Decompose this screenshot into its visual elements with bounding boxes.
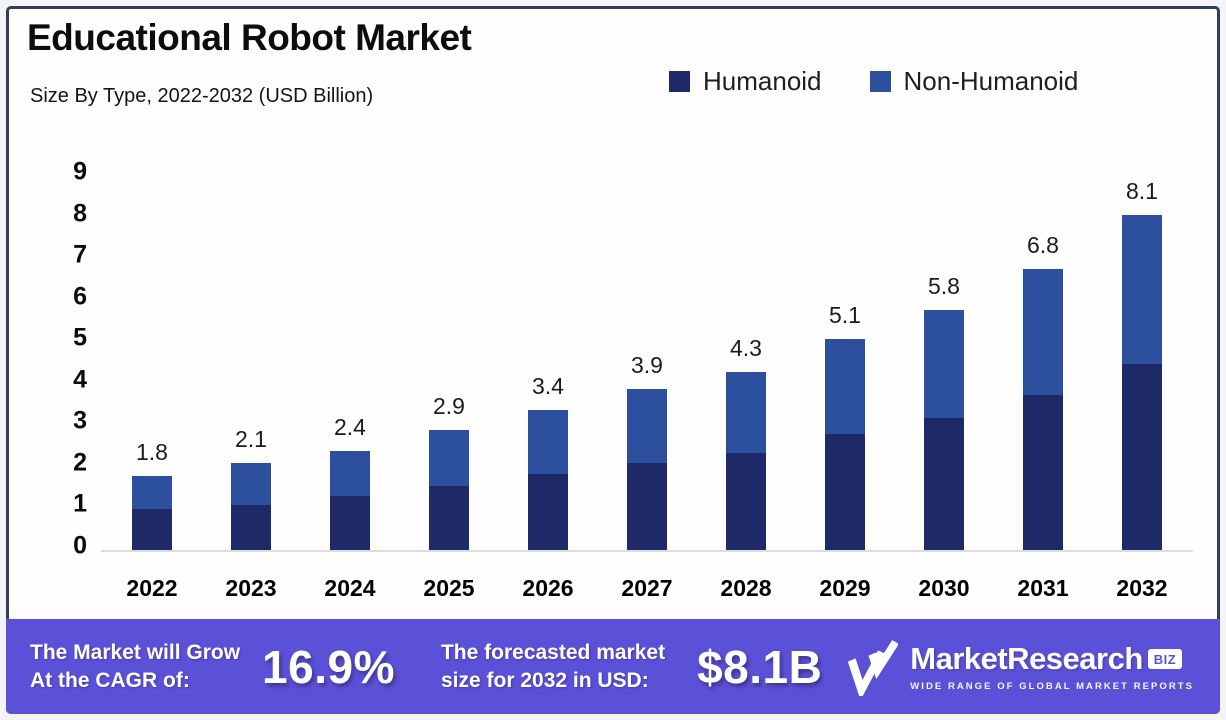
bar-segment-non-humanoid (1122, 215, 1162, 365)
brand-tagline: WIDE RANGE OF GLOBAL MARKET REPORTS (910, 681, 1194, 692)
y-tick-label: 0 (73, 531, 87, 560)
bar-total-label: 2.1 (235, 426, 267, 453)
bar-total-label: 4.3 (730, 335, 762, 362)
bar-segment-non-humanoid (726, 372, 766, 453)
stacked-bar-2023 (231, 463, 271, 550)
stacked-bar-2028 (726, 372, 766, 550)
cagr-caption: The Market will Grow At the CAGR of: (30, 639, 240, 694)
y-tick-label: 1 (73, 489, 87, 518)
brand-suffix-badge: BIZ (1147, 649, 1183, 669)
legend-label: Humanoid (703, 66, 822, 96)
x-axis-year-label: 2031 (1017, 575, 1069, 601)
brand-lockup: MarketResearch BIZ WIDE RANGE OF GLOBAL … (846, 638, 1196, 696)
bar-total-label: 2.9 (433, 393, 465, 420)
stacked-bar-2030 (924, 310, 964, 550)
x-axis-year-label: 2024 (324, 575, 376, 601)
legend: Humanoid Non-Humanoid (669, 66, 1078, 97)
marketresearch-logo-icon (848, 639, 899, 696)
y-tick-label: 5 (73, 323, 87, 352)
bar-segment-non-humanoid (528, 409, 568, 474)
bar-segment-humanoid (1023, 395, 1063, 550)
y-tick-label: 8 (73, 199, 87, 228)
bar-segment-humanoid (1122, 364, 1162, 550)
page-subtitle: Size By Type, 2022-2032 (USD Billion) (30, 85, 374, 107)
cagr-value: 16.9% (262, 640, 395, 693)
stacked-bar-2027 (627, 388, 667, 550)
y-tick-label: 4 (73, 365, 87, 394)
bar-total-label: 3.9 (631, 351, 663, 378)
bar-segment-non-humanoid (231, 463, 271, 505)
brand-name: MarketResearch (910, 641, 1143, 676)
stacked-bar-2022 (132, 475, 172, 550)
stacked-bar-2032 (1122, 215, 1162, 550)
x-axis-year-label: 2028 (720, 575, 772, 601)
bar-segment-humanoid (627, 463, 667, 550)
legend-swatch-icon (869, 71, 891, 92)
bar-segment-humanoid (825, 434, 865, 550)
bar-total-label: 8.1 (1126, 178, 1158, 205)
stacked-bar-2025 (429, 430, 469, 550)
stacked-bar-2024 (330, 450, 370, 550)
bar-segment-humanoid (429, 485, 469, 550)
brand-text: MarketResearch BIZ WIDE RANGE OF GLOBAL … (910, 641, 1194, 692)
bar-total-label: 2.4 (334, 413, 366, 440)
bar-total-label: 3.4 (532, 372, 564, 399)
x-axis-year-label: 2022 (126, 575, 178, 601)
stacked-bar-2031 (1023, 269, 1063, 550)
x-axis-year-label: 2026 (522, 575, 574, 601)
y-tick-label: 9 (73, 157, 87, 186)
page-title: Educational Robot Market (27, 17, 472, 58)
y-tick-label: 3 (73, 406, 87, 435)
bar-segment-non-humanoid (132, 475, 172, 509)
legend-swatch-icon (669, 71, 690, 92)
legend-item-humanoid: Humanoid (669, 66, 822, 97)
stacked-bar-2026 (528, 409, 568, 550)
bar-segment-non-humanoid (627, 388, 667, 464)
x-axis-year-label: 2027 (621, 575, 673, 601)
forecast-value: $8.1B (697, 640, 823, 693)
legend-label: Non-Humanoid (903, 66, 1079, 96)
forecast-caption-line1: The forecasted market (440, 640, 666, 664)
bar-segment-humanoid (132, 508, 172, 550)
x-axis-year-label: 2023 (225, 575, 277, 601)
chart-frame: Educational Robot Market Size By Type, 2… (6, 6, 1220, 714)
cagr-caption-line1: The Market will Grow (30, 640, 241, 664)
x-axis-year-label: 2032 (1116, 575, 1168, 601)
bar-segment-non-humanoid (924, 310, 964, 418)
stacked-bar-2029 (825, 339, 865, 550)
bar-segment-humanoid (330, 496, 370, 550)
bar-segment-non-humanoid (429, 430, 469, 486)
forecast-caption: The forecasted market size for 2032 in U… (441, 639, 665, 694)
bar-total-label: 1.8 (136, 438, 168, 465)
x-axis-year-label: 2030 (918, 575, 970, 601)
forecast-caption-line2: size for 2032 in USD: (440, 668, 649, 692)
bar-segment-humanoid (726, 452, 766, 550)
bar-total-label: 5.1 (829, 302, 861, 329)
bar-total-label: 5.8 (928, 273, 960, 300)
bar-segment-humanoid (231, 504, 271, 550)
bar-segment-non-humanoid (825, 339, 865, 435)
bar-total-label: 6.8 (1027, 232, 1059, 259)
legend-item-non-humanoid: Non-Humanoid (869, 66, 1079, 97)
cagr-caption-line2: At the CAGR of: (30, 668, 190, 692)
bar-segment-non-humanoid (1023, 269, 1063, 396)
x-axis-baseline (101, 550, 1193, 552)
bar-segment-non-humanoid (330, 450, 370, 497)
y-tick-label: 7 (73, 240, 87, 269)
bar-segment-humanoid (924, 417, 964, 550)
bar-segment-humanoid (528, 473, 568, 550)
y-tick-label: 2 (73, 448, 87, 477)
footer-banner: The Market will Grow At the CAGR of: 16.… (6, 619, 1220, 714)
chart-canvas: Educational Robot Market Size By Type, 2… (6, 9, 1220, 714)
x-axis-year-label: 2025 (423, 575, 475, 601)
x-axis-year-label: 2029 (819, 575, 871, 601)
y-tick-label: 6 (73, 282, 87, 311)
